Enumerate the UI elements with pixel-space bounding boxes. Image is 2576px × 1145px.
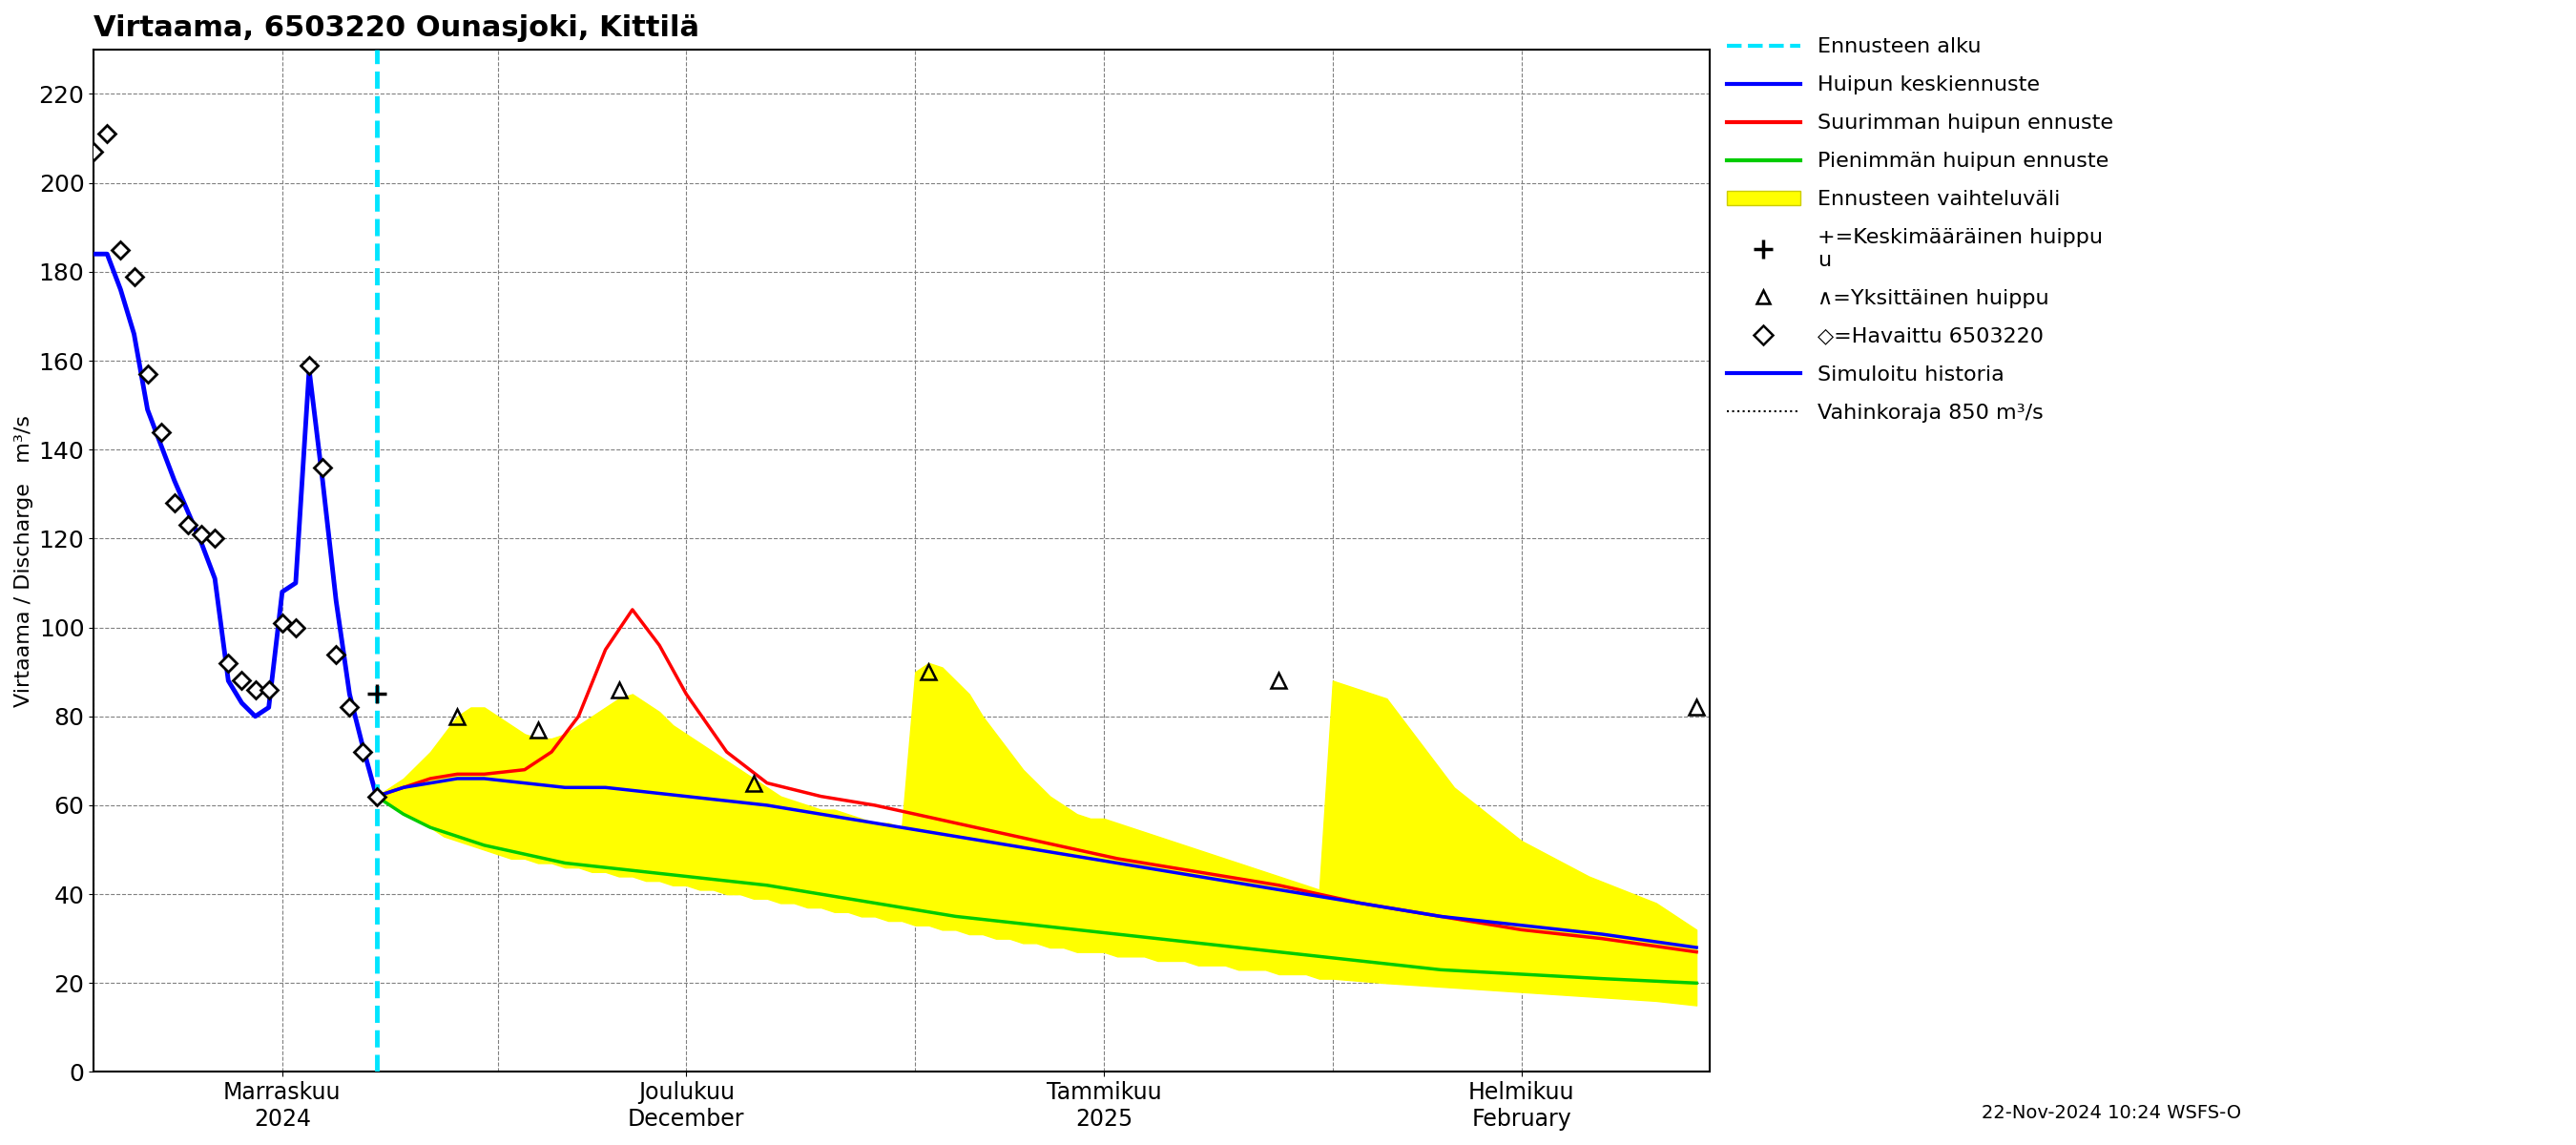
Text: Virtaama, 6503220 Ounasjoki, Kittilä: Virtaama, 6503220 Ounasjoki, Kittilä — [93, 14, 701, 42]
Y-axis label: Virtaama / Discharge   m³/s: Virtaama / Discharge m³/s — [15, 414, 33, 706]
Legend: Ennusteen alku, Huipun keskiennuste, Suurimman huipun ennuste, Pienimmän huipun : Ennusteen alku, Huipun keskiennuste, Suu… — [1718, 29, 2123, 431]
Text: 22-Nov-2024 10:24 WSFS-O: 22-Nov-2024 10:24 WSFS-O — [1981, 1104, 2241, 1122]
